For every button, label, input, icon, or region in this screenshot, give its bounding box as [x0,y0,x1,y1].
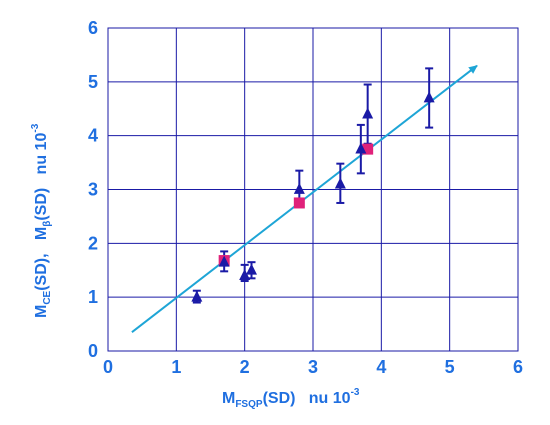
data-point-triangle [293,182,305,194]
y-tick-label: 5 [88,72,98,92]
y-tick-labels: 0 1 2 3 4 5 6 [88,18,98,361]
y-axis-label-superscript: -3 [30,123,41,132]
data-point-triangle [355,142,367,154]
data-point-triangle [191,290,203,302]
data-point-square [293,197,305,209]
y-tick-label: 6 [88,18,98,38]
data-point-triangle [423,91,435,103]
x-axis-label-superscript: -3 [351,387,360,398]
y-tick-label: 0 [88,341,98,361]
data-point-triangle [218,255,230,267]
data-point-square [362,143,374,155]
x-tick-label: 4 [376,357,386,377]
y-axis-label-main1: M [33,305,50,318]
x-axis-label-subscript: FSQP [235,399,263,410]
x-tick-label: 1 [171,357,181,377]
y-axis-label-subscript2: β [42,221,53,227]
x-axis-label-rest: (SD) nu 10 [263,390,351,407]
y-tick-label: 1 [88,287,98,307]
x-tick-label: 5 [445,357,455,377]
x-tick-label: 0 [103,357,113,377]
data-point-triangle [246,263,257,275]
x-tick-label: 3 [308,357,318,377]
x-tick-label: 6 [513,357,523,377]
triangle-markers [191,91,435,302]
y-tick-label: 4 [88,126,98,146]
y-axis-label-subscript1: CE [42,290,53,304]
y-axis-label: MCE(SD), Mβ(SD) nu 10-3 [30,123,53,318]
x-tick-label: 2 [240,357,250,377]
y-tick-label: 3 [88,180,98,200]
x-axis-label: MFSQP(SD) nu 10-3 [222,387,360,410]
y-axis-label-mid: (SD), M [33,227,50,291]
x-tick-labels: 0 1 2 3 4 5 6 [103,357,523,377]
data-point-triangle [362,107,374,119]
y-tick-label: 2 [88,233,98,253]
x-axis-label-main: M [222,390,235,407]
data-point-triangle [334,177,346,189]
data-point-triangle [239,269,251,281]
y-axis-label-rest: (SD) nu 10 [33,133,50,221]
